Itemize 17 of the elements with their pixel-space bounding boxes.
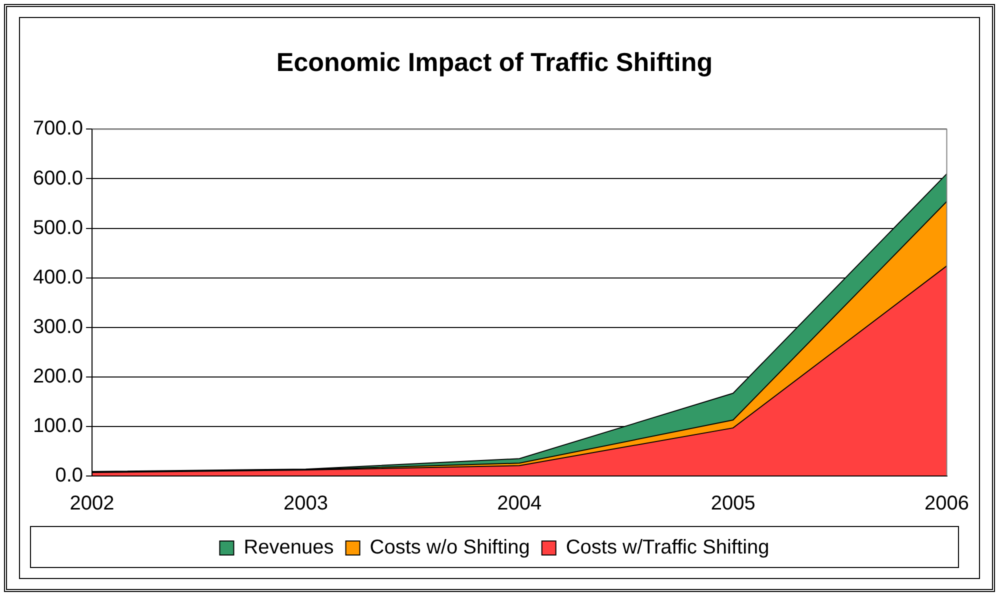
x-tick-label: 2004 xyxy=(497,492,542,515)
y-tick-label: 400.0 xyxy=(32,266,84,288)
x-tick-label: 2003 xyxy=(283,492,328,515)
y-tick-label: 100.0 xyxy=(32,414,84,437)
chart-title: Economic Impact of Traffic Shifting xyxy=(276,46,713,77)
y-tick-label: 600.0 xyxy=(32,167,84,190)
y-tick-label: 200.0 xyxy=(32,365,84,388)
y-tick-label: 700.0 xyxy=(32,118,84,140)
x-tick-label: 2002 xyxy=(70,492,114,515)
y-tick-label: 300.0 xyxy=(32,316,84,338)
legend-label: Revenues xyxy=(244,536,334,559)
y-tick-label: 0.0 xyxy=(55,464,84,487)
x-tick-label: 2005 xyxy=(710,492,756,515)
legend-label: Costs w/o Shifting xyxy=(370,536,530,559)
y-tick-label: 500.0 xyxy=(32,216,84,239)
legend-label: Costs w/Traffic Shifting xyxy=(566,536,770,559)
x-tick-label: 2006 xyxy=(924,492,970,515)
